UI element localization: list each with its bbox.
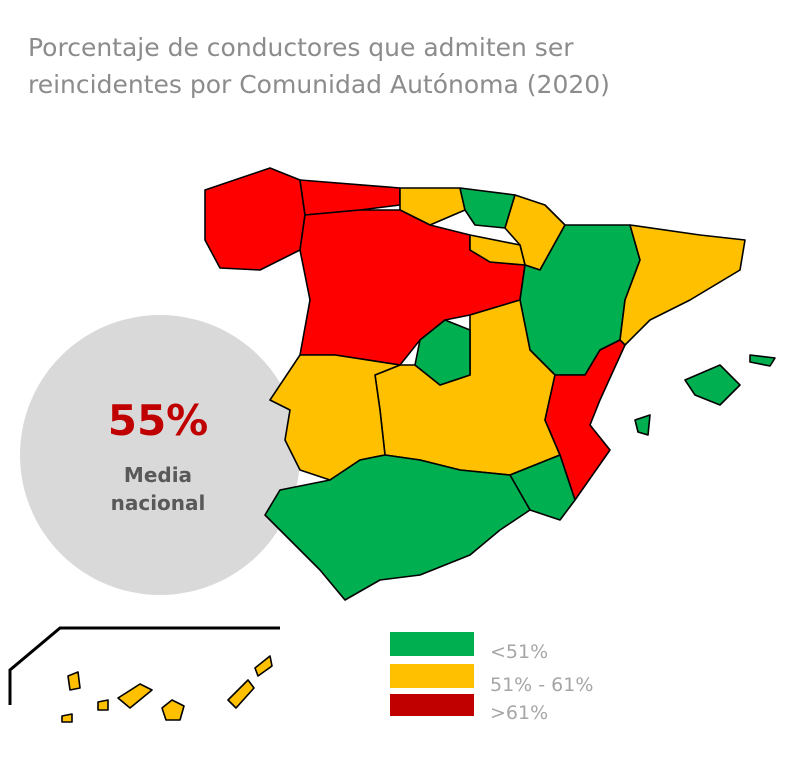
- average-circle: [20, 315, 300, 595]
- island: [67, 671, 81, 691]
- title-line: reincidentes por Comunidad Autónoma (202…: [28, 70, 610, 99]
- island: [61, 713, 73, 723]
- island: [117, 683, 153, 709]
- legend-label: >61%: [490, 702, 548, 724]
- legend-label: <51%: [490, 641, 548, 663]
- region: [619, 224, 746, 346]
- region: [399, 187, 466, 226]
- island: [254, 655, 273, 677]
- title-line: Porcentaje de conductores que admiten se…: [28, 33, 574, 62]
- island: [97, 699, 109, 711]
- average-label: nacional: [111, 491, 206, 515]
- region: [264, 454, 531, 601]
- average-value: 55%: [108, 396, 209, 445]
- legend-swatch: [390, 632, 474, 656]
- legend-swatch: [390, 664, 474, 688]
- region: [544, 339, 626, 501]
- island: [227, 679, 255, 709]
- region: [684, 364, 741, 406]
- region: [459, 187, 516, 229]
- island: [161, 699, 185, 721]
- region: [204, 167, 306, 271]
- region: [749, 354, 776, 367]
- map: [204, 167, 776, 601]
- region: [414, 319, 471, 386]
- canary-inset: [8, 626, 280, 723]
- region: [634, 414, 651, 436]
- legend-swatch: [390, 694, 474, 716]
- region: [469, 234, 526, 266]
- average-label: Media: [124, 463, 192, 487]
- inset-frame: [8, 626, 280, 705]
- legend-label: 51% - 61%: [490, 674, 593, 696]
- region: [299, 179, 401, 216]
